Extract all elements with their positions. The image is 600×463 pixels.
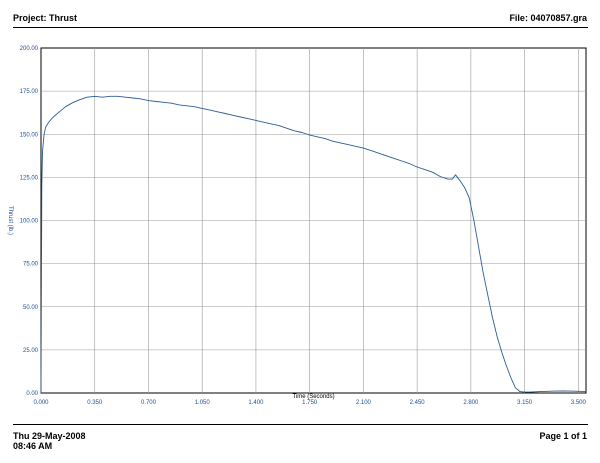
y-tick-label: 0.00 <box>26 391 38 397</box>
file-name: File: 04070857.gra <box>509 13 587 23</box>
y-axis-title: Thrust (lb.) <box>7 206 13 235</box>
x-tick-label: 1.050 <box>195 400 211 406</box>
y-tick-label: 150.00 <box>20 132 39 138</box>
thrust-series-line <box>40 95 587 394</box>
x-axis-title: Time (Seconds) <box>292 394 334 400</box>
y-tick-label: 200.00 <box>20 46 39 52</box>
project-title: Project: Thrust <box>13 13 78 23</box>
x-tick-label: 1.400 <box>248 400 264 406</box>
y-tick-label: 125.00 <box>20 175 39 181</box>
header-rule <box>13 27 588 28</box>
x-tick-label: 2.800 <box>463 400 479 406</box>
x-tick-label: 0.000 <box>33 400 49 406</box>
tick-labels: 0.000 0.350 0.700 1.050 1.400 1.750 2.100 2.450… <box>20 46 587 406</box>
y-tick-label: 50.00 <box>23 305 39 311</box>
x-tick-label: 3.500 <box>571 400 587 406</box>
y-tick-label: 75.00 <box>23 262 39 268</box>
y-tick-label: 100.00 <box>20 219 39 225</box>
x-tick-label: 1.750 <box>302 400 318 406</box>
y-tick-label: 175.00 <box>20 89 39 95</box>
y-tick-label: 25.00 <box>23 348 39 354</box>
footer-date: Thu 29-May-2008 <box>13 431 86 441</box>
x-tick-label: 0.700 <box>141 400 157 406</box>
footer-rule <box>13 424 588 425</box>
footer-time: 08:46 AM <box>13 441 53 451</box>
grid <box>40 47 587 394</box>
x-tick-label: 2.450 <box>410 400 426 406</box>
series-layer <box>40 95 587 394</box>
x-tick-label: 0.350 <box>87 400 103 406</box>
x-tick-label: 2.100 <box>356 400 372 406</box>
page-number: Page 1 of 1 <box>539 431 587 441</box>
x-tick-label: 3.150 <box>517 400 533 406</box>
